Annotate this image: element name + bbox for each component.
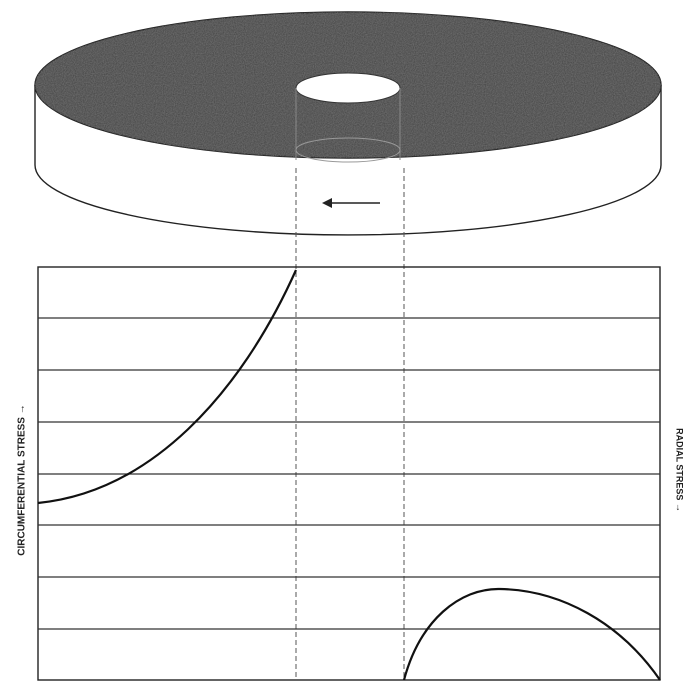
hole: [296, 73, 400, 103]
circumferential-stress-curve: [38, 270, 296, 503]
disk: [35, 12, 661, 235]
radial-stress-curve: [404, 589, 660, 680]
right-axis-label: RADIAL STRESS →: [675, 428, 684, 512]
diagram: CIRCUMFERENTIAL STRESS → RADIAL STRESS →: [0, 0, 684, 684]
left-axis-label: CIRCUMFERENTIAL STRESS →: [17, 404, 28, 556]
